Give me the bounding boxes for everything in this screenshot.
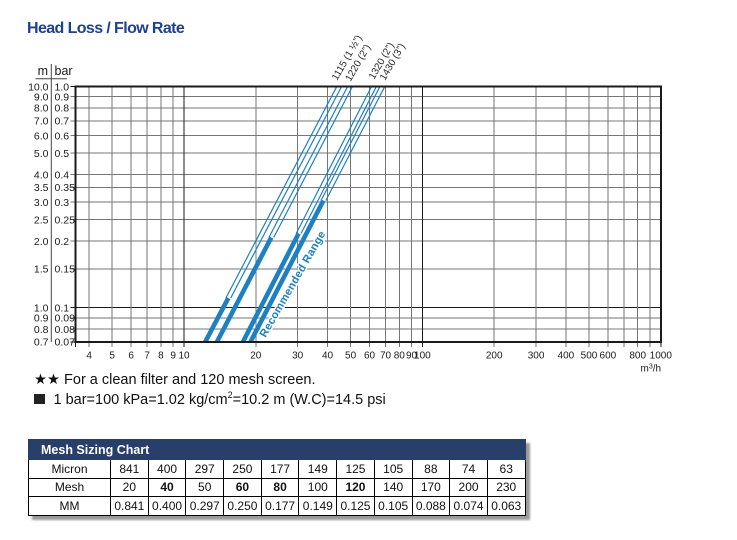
svg-text:90: 90: [406, 351, 418, 362]
svg-text:80: 80: [394, 351, 406, 362]
svg-text:5: 5: [109, 351, 115, 362]
svg-text:6: 6: [128, 351, 134, 362]
svg-text:20: 20: [250, 351, 262, 362]
svg-text:4.0: 4.0: [34, 169, 49, 181]
svg-text:9.0: 9.0: [34, 91, 49, 103]
svg-text:500: 500: [581, 351, 598, 362]
svg-text:0.3: 0.3: [55, 197, 70, 209]
svg-text:100: 100: [414, 351, 431, 362]
svg-text:0.08: 0.08: [55, 324, 76, 336]
svg-text:2.0: 2.0: [34, 236, 49, 248]
svg-text:10: 10: [178, 351, 190, 362]
svg-text:30: 30: [292, 351, 304, 362]
svg-text:0.7: 0.7: [34, 337, 49, 349]
svg-text:8: 8: [158, 351, 164, 362]
svg-text:0.7: 0.7: [55, 116, 70, 128]
svg-text:m3/h: m3/h: [641, 364, 662, 375]
svg-text:300: 300: [528, 351, 545, 362]
svg-text:1.0: 1.0: [34, 302, 49, 314]
svg-text:0.8: 0.8: [55, 103, 70, 115]
svg-text:9: 9: [170, 351, 176, 362]
svg-text:50: 50: [345, 351, 357, 362]
svg-text:60: 60: [364, 351, 376, 362]
svg-text:0.09: 0.09: [55, 313, 76, 325]
svg-text:5.0: 5.0: [34, 148, 49, 160]
svg-text:7: 7: [144, 351, 150, 362]
svg-text:200: 200: [486, 351, 503, 362]
svg-text:0.9: 0.9: [34, 313, 49, 325]
svg-text:0.1: 0.1: [55, 302, 70, 314]
svg-text:0.2: 0.2: [55, 236, 70, 248]
svg-text:1.0: 1.0: [55, 81, 70, 93]
svg-text:3.0: 3.0: [34, 197, 49, 209]
svg-text:bar: bar: [55, 64, 73, 78]
svg-text:8.0: 8.0: [34, 103, 49, 115]
svg-text:70: 70: [380, 351, 392, 362]
svg-text:40: 40: [322, 351, 334, 362]
svg-text:600: 600: [600, 351, 617, 362]
svg-text:0.8: 0.8: [34, 324, 49, 336]
svg-text:6.0: 6.0: [34, 130, 49, 142]
svg-text:0.25: 0.25: [55, 214, 76, 226]
svg-text:0.4: 0.4: [55, 169, 70, 181]
svg-text:0.15: 0.15: [55, 264, 76, 276]
svg-text:7.0: 7.0: [34, 116, 49, 128]
svg-text:0.9: 0.9: [55, 91, 70, 103]
svg-text:1000: 1000: [650, 351, 673, 362]
svg-text:1.5: 1.5: [34, 264, 49, 276]
svg-text:800: 800: [629, 351, 646, 362]
svg-text:0.35: 0.35: [55, 182, 76, 194]
svg-text:3.5: 3.5: [34, 182, 49, 194]
svg-text:0.6: 0.6: [55, 130, 70, 142]
svg-text:0.5: 0.5: [55, 148, 70, 160]
svg-text:4: 4: [86, 351, 92, 362]
svg-text:m: m: [38, 64, 48, 78]
svg-text:400: 400: [558, 351, 575, 362]
svg-text:2.5: 2.5: [34, 214, 49, 226]
svg-text:0.07: 0.07: [55, 337, 76, 349]
svg-text:10.0: 10.0: [28, 81, 49, 93]
